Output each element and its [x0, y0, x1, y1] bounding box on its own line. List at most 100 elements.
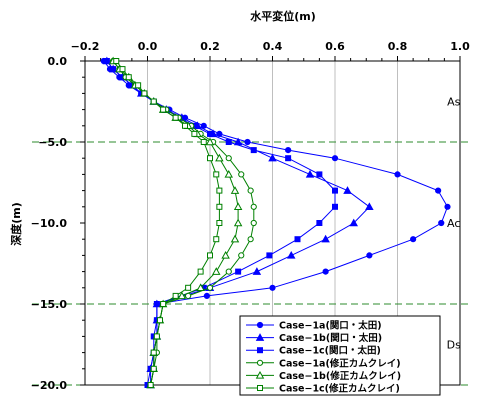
axis-ticks: [80, 56, 461, 386]
data-point-square: [157, 317, 163, 324]
legend-entry: Case−1c(関口・太田): [246, 345, 381, 357]
data-point-circle: [285, 147, 292, 154]
data-point-circle: [238, 252, 245, 259]
data-point-triangle: [252, 267, 262, 275]
data-point-square: [191, 130, 198, 137]
data-point-triangle: [343, 186, 352, 194]
data-point-circle: [250, 219, 257, 227]
data-point-circle: [225, 155, 232, 162]
data-point-triangle: [321, 234, 330, 243]
x-tick-label: 0.2: [200, 40, 220, 53]
data-point-circle: [435, 187, 442, 194]
y-axis-title: 深度(m): [9, 202, 23, 246]
data-point-square: [216, 187, 223, 194]
data-point-square: [185, 284, 192, 291]
data-point-square: [332, 187, 338, 194]
y-tick-label: 0.0: [48, 55, 68, 68]
data-point-square: [160, 106, 167, 113]
data-point-square: [294, 236, 301, 243]
data-point-triangle: [233, 202, 243, 211]
data-point-circle: [256, 359, 264, 366]
data-point-circle: [366, 252, 373, 259]
legend-label: Case−1b(関口・太田): [279, 332, 382, 344]
legend-label: Case−1c(修正カムクレイ): [279, 383, 400, 395]
data-point-triangle: [305, 169, 315, 178]
data-point-square: [257, 385, 263, 391]
data-point-circle: [256, 321, 264, 329]
data-point-square: [113, 58, 120, 64]
data-point-circle: [331, 155, 339, 162]
data-point-triangle: [177, 291, 187, 300]
y-tick-label: −15.0: [31, 298, 68, 311]
data-point-triangle: [215, 153, 224, 162]
x-tick-labels: −0.2 0.0 0.2 0.4 0.6 0.8 1.0: [71, 40, 470, 53]
soil-layer-label: As: [447, 96, 461, 109]
data-point-triangle: [212, 267, 221, 275]
data-point-square: [250, 147, 257, 154]
data-point-triangle: [205, 137, 215, 146]
data-point-triangle: [255, 370, 265, 379]
x-tick-label: 0.6: [325, 40, 345, 53]
data-point-square: [235, 268, 242, 275]
data-point-square: [119, 66, 126, 73]
x-tick-label: 0.8: [388, 40, 408, 53]
data-point-square: [197, 268, 204, 275]
data-point-square: [141, 90, 148, 97]
data-point-square: [225, 139, 232, 145]
data-point-triangle: [221, 250, 230, 259]
data-point-triangle: [230, 186, 240, 194]
data-point-square: [153, 301, 160, 307]
series-line: [112, 60, 255, 386]
data-point-square: [160, 301, 167, 307]
data-point-circle: [206, 284, 214, 291]
data-point-circle: [244, 138, 251, 146]
data-point-square: [213, 171, 220, 178]
data-point-circle: [203, 292, 210, 299]
legend: Case−1a(関口・太田)Case−1b(関口・太田)Case−1c(関口・太…: [239, 315, 441, 396]
data-point-triangle: [365, 202, 374, 211]
data-point-circle: [225, 268, 232, 275]
data-point-square: [150, 349, 157, 356]
soil-layer-label: Ac: [447, 217, 460, 230]
data-point-triangle: [196, 283, 205, 292]
legend-label: Case−1b(修正カムクレイ): [279, 370, 401, 382]
data-point-square: [172, 292, 179, 299]
x-tick-label: 1.0: [450, 40, 470, 53]
data-point-square: [150, 365, 157, 372]
data-point-triangle: [224, 169, 233, 178]
data-point-circle: [410, 236, 417, 243]
data-point-square: [125, 74, 132, 81]
data-point-circle: [200, 122, 207, 129]
y-tick-label: −5.0: [38, 136, 67, 149]
data-point-circle: [322, 268, 329, 275]
x-tick-label: 0.0: [138, 40, 158, 53]
data-point-square: [150, 98, 157, 105]
legend-label: Case−1a(修正カムクレイ): [279, 357, 401, 369]
legend-entry: Case−1c(修正カムクレイ): [246, 383, 400, 395]
y-tick-label: −10.0: [31, 217, 68, 230]
legend-box: [239, 315, 441, 396]
data-point-square: [257, 347, 263, 354]
data-point-triangle: [255, 333, 265, 341]
data-point-triangle: [349, 218, 358, 227]
data-point-circle: [438, 219, 445, 227]
soil-layer-annotations: As Ac Ds: [447, 96, 461, 352]
data-point-square: [285, 155, 292, 162]
y-tick-label: −20.0: [31, 379, 68, 392]
data-point-square: [207, 155, 213, 162]
data-point-triangle: [268, 153, 277, 162]
data-point-square: [316, 220, 323, 226]
data-point-square: [103, 58, 110, 64]
data-point-square: [213, 236, 220, 243]
data-point-circle: [247, 187, 254, 194]
data-point-triangle: [233, 218, 243, 227]
data-point-square: [172, 114, 179, 121]
series-layer: [100, 56, 451, 389]
legend-entry: Case−1a(関口・太田): [246, 320, 382, 332]
legend-entry: Case−1b(関口・太田): [246, 332, 382, 344]
soil-layer-label: Ds: [447, 339, 461, 352]
data-point-circle: [444, 203, 451, 210]
data-point-circle: [238, 171, 245, 178]
data-point-square: [182, 122, 188, 129]
legend-label: Case−1c(関口・太田): [279, 345, 381, 357]
